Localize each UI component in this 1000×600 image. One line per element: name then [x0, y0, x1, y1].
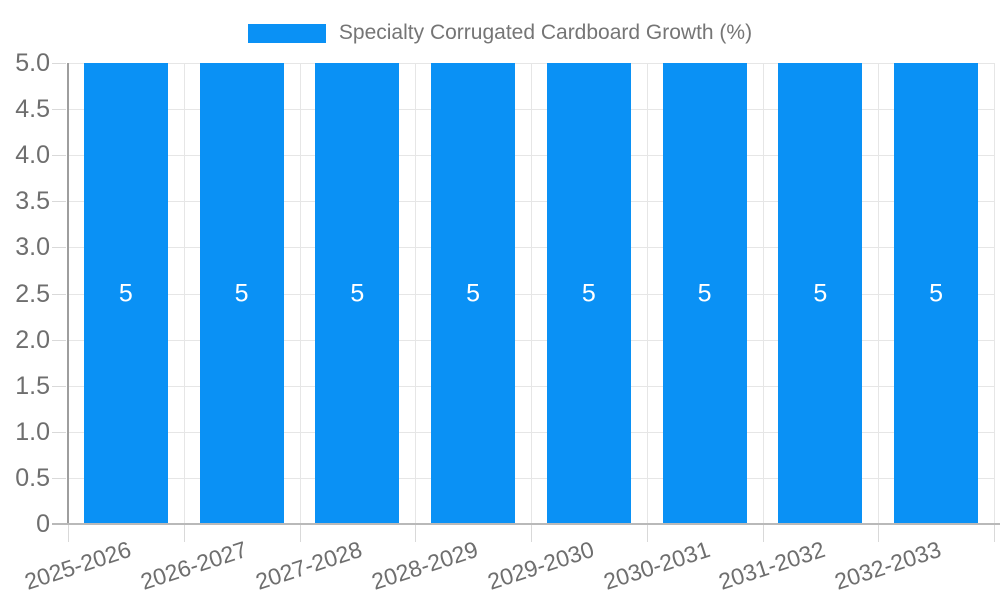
x-tick-mark	[646, 524, 648, 542]
x-tick-mark	[415, 524, 417, 542]
y-tick-mark	[52, 293, 66, 295]
bar-value-label: 5	[697, 279, 712, 307]
bar-value-label: 5	[813, 279, 828, 307]
bar-value-label: 5	[466, 279, 481, 307]
bar-2026-2027: 5	[199, 63, 284, 524]
y-tick-label: 3.5	[15, 187, 50, 216]
x-tick-label: 2028-2029	[368, 536, 482, 595]
y-tick-label: 1.0	[15, 417, 50, 446]
y-tick-mark	[52, 431, 66, 433]
x-gridline	[646, 63, 648, 524]
x-tick-mark	[994, 524, 995, 542]
y-tick-label: 4.5	[15, 95, 50, 124]
bar-value-label: 5	[581, 279, 596, 307]
x-tick-mark	[878, 524, 880, 542]
bar-2025-2026: 5	[83, 63, 168, 524]
y-tick-mark	[52, 155, 66, 157]
x-gridline	[415, 63, 417, 524]
y-tick-label: 1.5	[15, 371, 50, 400]
x-tick-label: 2026-2027	[137, 536, 250, 595]
y-tick-mark	[52, 477, 66, 479]
y-tick-label: 0	[36, 510, 50, 538]
y-tick-label: 4.0	[15, 141, 50, 170]
y-tick-label: 2.0	[15, 325, 50, 354]
legend-label: Specialty Corrugated Cardboard Growth (%…	[338, 21, 753, 44]
plot-area: 5 5 5 5 5 5 5 5	[67, 63, 995, 524]
y-tick-label: 3.0	[15, 233, 50, 262]
y-tick-mark	[52, 63, 66, 64]
x-tick-label: 2029-2030	[484, 536, 597, 595]
x-tick-label: 2030-2031	[600, 536, 713, 595]
bar-2032-2033: 5	[894, 63, 979, 524]
y-tick-mark	[52, 385, 66, 387]
bar-2031-2032: 5	[778, 63, 863, 524]
x-tick-label: 2032-2033	[831, 536, 945, 595]
x-axis-line	[52, 523, 1000, 525]
x-gridline	[183, 63, 185, 524]
y-tick-mark	[52, 201, 66, 203]
x-gridline	[878, 63, 880, 524]
y-tick-mark	[52, 247, 66, 249]
x-tick-mark	[299, 524, 301, 542]
y-tick-mark	[52, 109, 66, 111]
bar-2030-2031: 5	[662, 63, 747, 524]
bar-2027-2028: 5	[315, 63, 400, 524]
x-gridline	[762, 63, 764, 524]
y-tick-label: 2.5	[15, 279, 50, 308]
x-tick-mark	[68, 524, 69, 542]
x-tick-mark	[183, 524, 185, 542]
x-tick-mark	[762, 524, 764, 542]
x-gridline	[531, 63, 532, 524]
legend-swatch	[247, 23, 326, 43]
bar-value-label: 5	[234, 279, 249, 307]
x-tick-label: 2025-2026	[21, 536, 134, 595]
y-axis-line	[67, 63, 69, 524]
x-tick-label: 2031-2032	[715, 536, 829, 595]
x-gridline	[994, 63, 995, 524]
bar-2028-2029: 5	[431, 63, 516, 524]
y-tick-mark	[52, 339, 66, 341]
bar-value-label: 5	[929, 279, 944, 307]
y-tick-label: 0.5	[15, 463, 50, 492]
y-tick-label: 5.0	[15, 49, 50, 77]
x-tick-mark	[531, 524, 532, 542]
bar-2029-2030: 5	[546, 63, 631, 524]
x-tick-label: 2027-2028	[252, 536, 366, 595]
bar-value-label: 5	[118, 279, 133, 307]
chart-legend: Specialty Corrugated Cardboard Growth (%…	[0, 21, 1000, 45]
bar-value-label: 5	[350, 279, 365, 307]
x-gridline	[299, 63, 301, 524]
